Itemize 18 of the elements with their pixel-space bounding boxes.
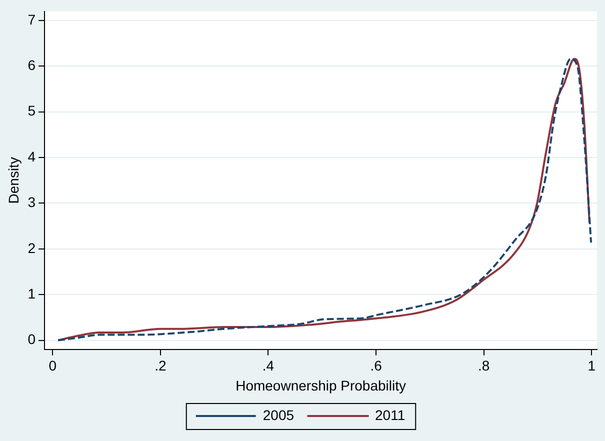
x-axis-title: Homeownership Probability	[236, 377, 406, 394]
y-tick-label: 4	[28, 148, 36, 164]
y-tick-label: 2	[28, 240, 36, 256]
y-tick-label: 0	[28, 331, 36, 348]
y-tick-label: 5	[28, 102, 36, 119]
x-tick-label: .4	[262, 358, 274, 374]
legend-label: 2011	[375, 406, 406, 423]
y-tick-label: 7	[28, 11, 36, 28]
x-tick-label: .8	[478, 358, 490, 374]
legend-label: 2005	[262, 406, 294, 423]
x-tick-label: .6	[370, 358, 382, 374]
x-tick-label: 1	[588, 358, 596, 374]
y-tick-label: 3	[28, 194, 36, 210]
y-axis-title: Density	[5, 157, 22, 204]
y-tick-label: 1	[28, 285, 36, 302]
x-tick-label: .2	[154, 358, 167, 374]
x-tick-label: 0	[48, 358, 57, 374]
y-tick-label: 6	[28, 57, 36, 74]
